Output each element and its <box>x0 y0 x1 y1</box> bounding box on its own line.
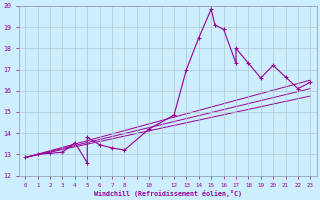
X-axis label: Windchill (Refroidissement éolien,°C): Windchill (Refroidissement éolien,°C) <box>94 190 242 197</box>
